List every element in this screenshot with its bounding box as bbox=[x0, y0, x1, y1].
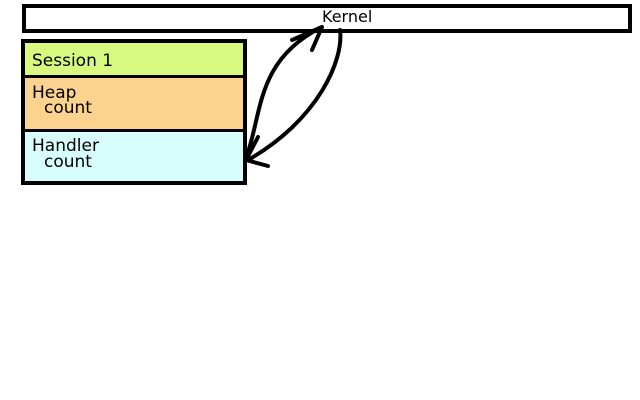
arrowhead-at-handler bbox=[244, 135, 270, 168]
handler-title: Handler bbox=[32, 136, 99, 156]
heap-title: Heap bbox=[32, 83, 77, 103]
arrow-handler-to-kernel bbox=[246, 26, 322, 154]
session-box: Session 1 Heap count Handler count bbox=[21, 39, 247, 185]
session-title: Session 1 bbox=[32, 51, 114, 71]
kernel-label: Kernel bbox=[322, 7, 373, 26]
session-header: Session 1 bbox=[25, 43, 243, 75]
heap-count-label: count bbox=[44, 98, 92, 118]
heap-section: Heap count bbox=[25, 75, 243, 129]
arrow-kernel-to-handler bbox=[246, 28, 343, 162]
handler-section: Handler count bbox=[25, 129, 243, 181]
handler-count-label: count bbox=[44, 152, 92, 172]
